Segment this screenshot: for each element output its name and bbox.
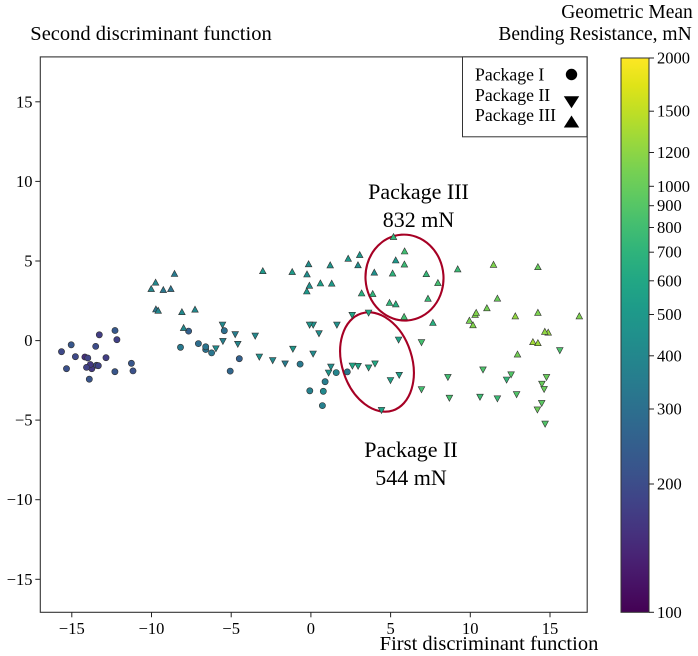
svg-text:0: 0 <box>307 619 315 638</box>
svg-text:Package II: Package II <box>475 85 550 105</box>
svg-text:500: 500 <box>657 305 682 324</box>
svg-text:100: 100 <box>657 603 682 622</box>
svg-text:Geometric Mean: Geometric Mean <box>561 2 693 23</box>
svg-text:−10: −10 <box>139 619 165 638</box>
svg-text:900: 900 <box>657 196 682 215</box>
svg-text:400: 400 <box>657 346 682 365</box>
svg-text:10: 10 <box>16 172 33 191</box>
svg-text:832 mN: 832 mN <box>383 207 455 232</box>
svg-text:1200: 1200 <box>657 143 690 162</box>
svg-text:544 mN: 544 mN <box>375 465 447 490</box>
svg-text:15: 15 <box>16 92 33 111</box>
svg-text:200: 200 <box>657 475 682 494</box>
svg-text:First discriminant function: First discriminant function <box>380 633 599 655</box>
svg-text:Package III: Package III <box>475 105 556 125</box>
svg-text:800: 800 <box>657 218 682 237</box>
svg-text:300: 300 <box>657 400 682 419</box>
svg-text:5: 5 <box>24 252 32 271</box>
svg-text:−10: −10 <box>7 490 33 509</box>
svg-text:10: 10 <box>462 619 479 638</box>
svg-text:Package III: Package III <box>368 179 469 204</box>
svg-text:−15: −15 <box>59 619 85 638</box>
svg-text:0: 0 <box>24 331 32 350</box>
svg-text:Second discriminant function: Second discriminant function <box>30 23 271 45</box>
svg-text:Package I: Package I <box>475 64 544 84</box>
svg-text:1000: 1000 <box>657 177 690 196</box>
svg-text:Package II: Package II <box>364 437 457 462</box>
svg-text:−15: −15 <box>7 570 33 589</box>
svg-text:2000: 2000 <box>657 49 690 68</box>
svg-text:600: 600 <box>657 271 682 290</box>
svg-text:−5: −5 <box>222 619 240 638</box>
svg-text:Bending Resistance, mN: Bending Resistance, mN <box>498 24 691 45</box>
svg-text:5: 5 <box>386 619 394 638</box>
svg-text:1500: 1500 <box>657 102 690 121</box>
svg-text:−5: −5 <box>15 411 33 430</box>
svg-text:15: 15 <box>542 619 559 638</box>
svg-text:700: 700 <box>657 243 682 262</box>
